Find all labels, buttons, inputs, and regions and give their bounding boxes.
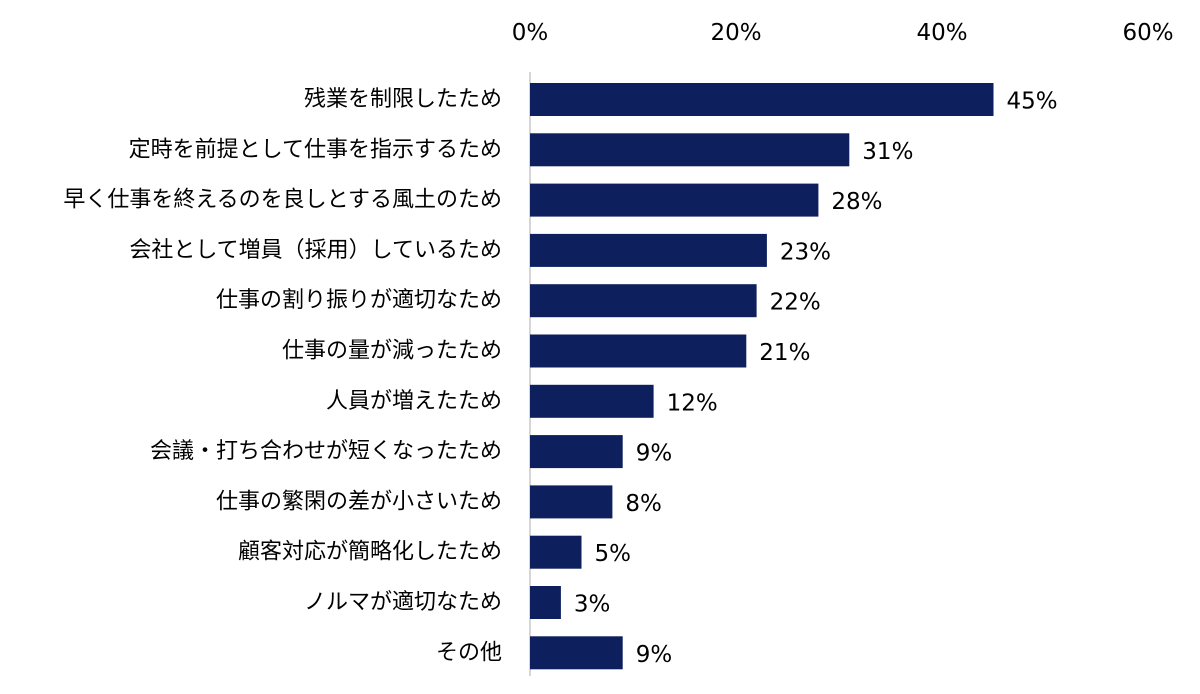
bars-group	[530, 83, 994, 670]
bar	[530, 133, 850, 167]
data-label: 9%	[636, 441, 673, 467]
data-label: 23%	[780, 239, 831, 265]
bar	[530, 233, 767, 267]
data-label: 21%	[759, 340, 810, 366]
bar	[530, 83, 994, 116]
category-label: 仕事の割り振りが適切なため	[216, 288, 502, 313]
x-tick-label: 20%	[710, 20, 761, 46]
category-label: 定時を前提として仕事を指示するため	[129, 137, 502, 162]
data-label: 31%	[862, 139, 913, 165]
data-labels: 45% 31% 28%23% 22% 21% 12% 9% 8% 5% 3% 9%	[574, 89, 1058, 668]
category-label: 会社として増員（採用）しているため	[129, 238, 502, 263]
bar	[530, 485, 613, 519]
data-label: 45%	[1007, 89, 1058, 115]
x-tick-label: 60%	[1122, 20, 1173, 46]
data-label: 8%	[625, 491, 662, 517]
bar	[530, 636, 623, 670]
bar	[530, 535, 582, 569]
category-label: 会議・打ち合わせが短くなったため	[150, 439, 502, 464]
x-axis-ticks: 0% 20% 40% 60%	[512, 20, 1174, 46]
category-label: 仕事の繁閑の差が小さいため	[216, 489, 502, 514]
category-label: その他	[436, 640, 502, 665]
x-tick-label: 40%	[916, 20, 967, 46]
bar	[530, 586, 561, 619]
data-label: 22%	[770, 290, 821, 316]
category-label: 顧客対応が簡略化したため	[238, 540, 502, 565]
data-label: 12%	[667, 390, 718, 416]
bar	[530, 284, 757, 318]
category-label: ノルマが適切なため	[304, 590, 502, 615]
category-label: 残業を制限したため	[304, 87, 502, 112]
data-label: 5%	[595, 541, 632, 567]
x-tick-label: 0%	[512, 20, 549, 46]
category-label: 人員が増えたため	[326, 389, 502, 414]
bar	[530, 384, 654, 418]
data-label: 28%	[831, 189, 882, 215]
data-label: 3%	[574, 592, 611, 618]
category-label: 仕事の量が減ったため	[282, 339, 502, 364]
bar	[530, 334, 747, 368]
bar	[530, 435, 623, 469]
data-label: 9%	[636, 642, 673, 668]
category-label: 早く仕事を終えるのを良しとする風土のため	[63, 188, 502, 213]
category-labels: 残業を制限したため定時を前提として仕事を指示するため早く仕事を終えるのを良しとす…	[63, 87, 502, 665]
bar	[530, 183, 819, 217]
